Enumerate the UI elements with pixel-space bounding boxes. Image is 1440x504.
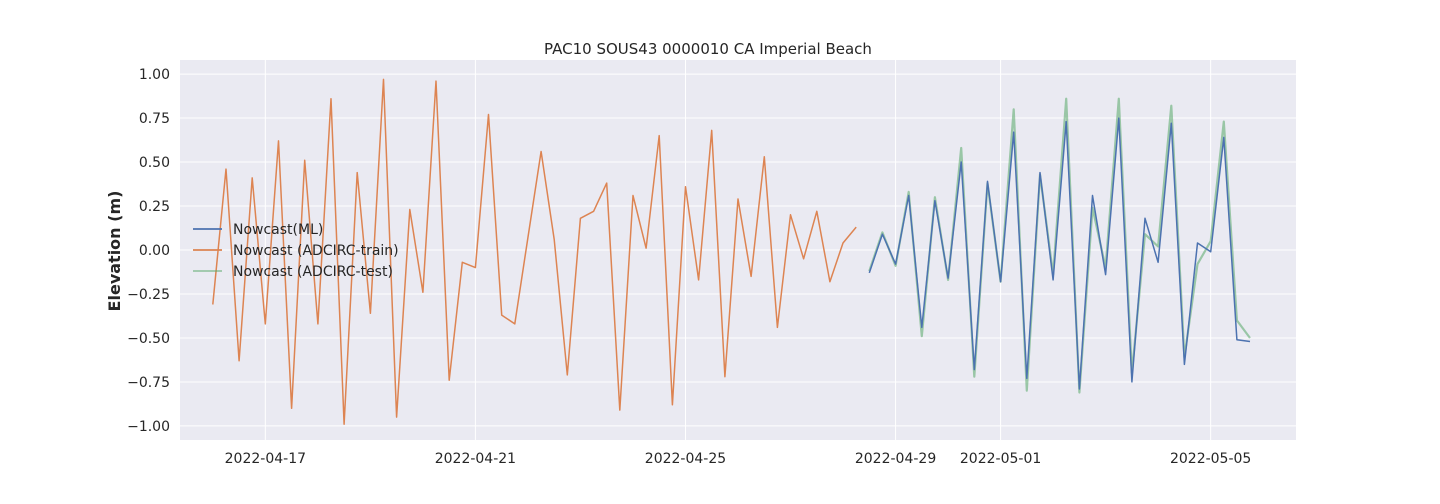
series-line-nowcast-ml	[868, 117, 1251, 390]
legend-label: Nowcast (ADCIRC-test)	[233, 264, 393, 280]
y-tick-label: 0.25	[139, 199, 170, 215]
x-tick-label: 2022-04-25	[645, 451, 726, 467]
series-line-nowcast-adcirc-train	[212, 78, 857, 425]
y-axis-ticks: 1.00 0.75 0.50 0.25 0.00 −0.25 −0.50 −0.75 −1.00	[127, 67, 170, 435]
legend-label: Nowcast (ADCIRC-train)	[233, 243, 399, 259]
legend: Nowcast(ML) Nowcast (ADCIRC-train) Nowcast…	[193, 222, 399, 280]
y-tick-label: 0.50	[139, 155, 170, 171]
x-tick-label: 2022-04-29	[855, 451, 936, 467]
y-tick-label: −0.50	[127, 331, 170, 347]
x-axis-ticks: 2022-04-17 2022-04-21 2022-04-25 2022-04-29…	[225, 451, 1252, 467]
x-tick-label: 2022-05-01	[960, 451, 1041, 467]
y-tick-label: −1.00	[127, 419, 170, 435]
x-tick-label: 2022-04-21	[435, 451, 516, 467]
y-tick-label: 1.00	[139, 67, 170, 83]
y-tick-label: 0.75	[139, 111, 170, 127]
y-tick-label: −0.75	[127, 375, 170, 391]
series-lines	[212, 78, 1251, 425]
y-tick-label: 0.00	[139, 243, 170, 259]
legend-label: Nowcast(ML)	[233, 222, 323, 238]
y-tick-label: −0.25	[127, 287, 170, 303]
y-axis-label: Elevation (m)	[105, 191, 124, 312]
x-tick-label: 2022-05-05	[1170, 451, 1251, 467]
chart-title: PAC10 SOUS43 0000010 CA Imperial Beach	[544, 40, 872, 58]
x-tick-label: 2022-04-17	[225, 451, 306, 467]
